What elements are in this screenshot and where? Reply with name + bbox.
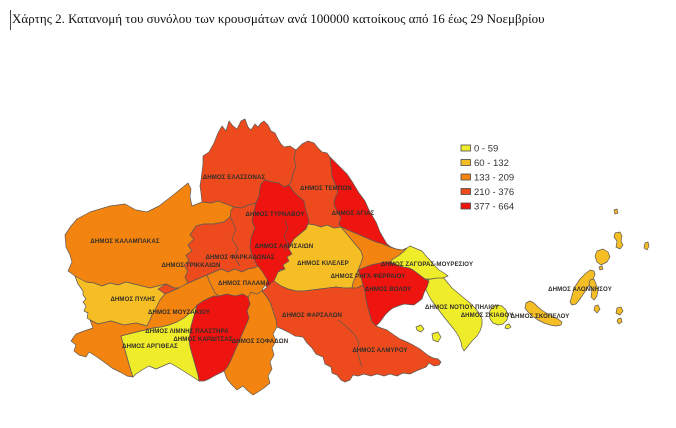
svg-text:ΔΗΜΟΣ ΛΙΜΝΗΣ ΠΛΑΣΤΗΡΑ: ΔΗΜΟΣ ΛΙΜΝΗΣ ΠΛΑΣΤΗΡΑ [145, 328, 229, 335]
svg-text:ΔΗΜΟΣ ΑΓΙΑΣ: ΔΗΜΟΣ ΑΓΙΑΣ [332, 210, 375, 217]
svg-text:ΔΗΜΟΣ ΣΟΦΑΔΩΝ: ΔΗΜΟΣ ΣΟΦΑΔΩΝ [232, 338, 289, 345]
svg-text:ΔΗΜΟΣ ΑΡΓΙΘΕΑΣ: ΔΗΜΟΣ ΑΡΓΙΘΕΑΣ [122, 343, 178, 350]
svg-text:60 - 132: 60 - 132 [474, 158, 509, 169]
svg-text:ΔΗΜΟΣ ΣΚΙΑΘΟΥ: ΔΗΜΟΣ ΣΚΙΑΘΟΥ [461, 312, 514, 319]
svg-text:ΔΗΜΟΣ ΑΛΟΝΝΗΣΟΥ: ΔΗΜΟΣ ΑΛΟΝΝΗΣΟΥ [548, 286, 612, 293]
svg-text:ΔΗΜΟΣ ΕΛΑΣΣΟΝΑΣ: ΔΗΜΟΣ ΕΛΑΣΣΟΝΑΣ [203, 174, 266, 181]
svg-text:ΔΗΜΟΣ ΚΙΛΕΛΕΡ: ΔΗΜΟΣ ΚΙΛΕΛΕΡ [297, 260, 349, 267]
svg-text:ΔΗΜΟΣ ΠΑΛΑΜΑ: ΔΗΜΟΣ ΠΑΛΑΜΑ [218, 280, 270, 287]
svg-text:ΔΗΜΟΣ ΦΑΡΣΑΛΩΝ: ΔΗΜΟΣ ΦΑΡΣΑΛΩΝ [282, 312, 342, 319]
svg-text:ΔΗΜΟΣ ΝΟΤΙΟΥ ΠΗΛΙΟΥ: ΔΗΜΟΣ ΝΟΤΙΟΥ ΠΗΛΙΟΥ [425, 304, 499, 311]
svg-text:377 - 664: 377 - 664 [474, 202, 514, 213]
svg-text:ΔΗΜΟΣ ΤΡΙΚΚΑΙΩΝ: ΔΗΜΟΣ ΤΡΙΚΚΑΙΩΝ [161, 262, 220, 269]
svg-text:ΔΗΜΟΣ ΖΑΓΟΡΑΣ-ΜΟΥΡΕΣΙΟΥ: ΔΗΜΟΣ ΖΑΓΟΡΑΣ-ΜΟΥΡΕΣΙΟΥ [381, 261, 473, 268]
svg-text:ΔΗΜΟΣ ΑΛΜΥΡΟΥ: ΔΗΜΟΣ ΑΛΜΥΡΟΥ [352, 347, 407, 354]
svg-text:ΔΗΜΟΣ ΜΟΥΖΑΚΙΟΥ: ΔΗΜΟΣ ΜΟΥΖΑΚΙΟΥ [148, 309, 210, 316]
svg-text:ΔΗΜΟΣ ΛΑΡΙΣΑΙΩΝ: ΔΗΜΟΣ ΛΑΡΙΣΑΙΩΝ [255, 243, 313, 250]
svg-text:ΔΗΜΟΣ ΚΑΡΔΙΤΣΑΣ: ΔΗΜΟΣ ΚΑΡΔΙΤΣΑΣ [173, 336, 233, 343]
svg-text:ΔΗΜΟΣ ΡΗΓΑ ΦΕΡΡΑΙΟΥ: ΔΗΜΟΣ ΡΗΓΑ ΦΕΡΡΑΙΟΥ [331, 273, 406, 280]
svg-text:ΔΗΜΟΣ ΚΑΛΑΜΠΑΚΑΣ: ΔΗΜΟΣ ΚΑΛΑΜΠΑΚΑΣ [90, 238, 159, 245]
svg-text:133 - 209: 133 - 209 [474, 173, 514, 184]
svg-text:ΔΗΜΟΣ ΠΥΛΗΣ: ΔΗΜΟΣ ΠΥΛΗΣ [110, 296, 155, 303]
svg-text:ΔΗΜΟΣ ΦΑΡΚΑΔΟΝΑΣ: ΔΗΜΟΣ ΦΑΡΚΑΔΟΝΑΣ [205, 254, 274, 261]
svg-text:ΔΗΜΟΣ ΤΥΡΝΑΒΟΥ: ΔΗΜΟΣ ΤΥΡΝΑΒΟΥ [245, 211, 304, 218]
svg-text:ΔΗΜΟΣ ΒΟΛΟΥ: ΔΗΜΟΣ ΒΟΛΟΥ [365, 286, 412, 293]
svg-text:ΔΗΜΟΣ ΤΕΜΠΩΝ: ΔΗΜΟΣ ΤΕΜΠΩΝ [300, 185, 352, 192]
svg-text:ΔΗΜΟΣ ΣΚΟΠΕΛΟΥ: ΔΗΜΟΣ ΣΚΟΠΕΛΟΥ [511, 313, 570, 320]
svg-text:0 - 59: 0 - 59 [474, 144, 498, 155]
svg-text:210 - 376: 210 - 376 [474, 187, 514, 198]
